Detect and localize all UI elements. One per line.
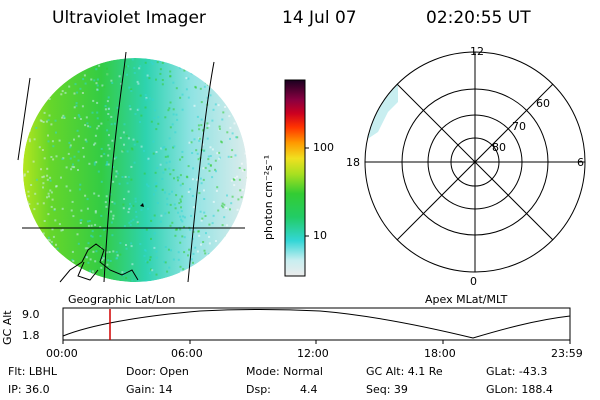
time-label: 02:20:55 UT	[426, 8, 531, 28]
status-mode: Mode: Normal	[246, 365, 323, 378]
colorbar-scale	[284, 79, 306, 277]
x-tick-label: 12:00	[297, 347, 329, 360]
uv-image-panel	[17, 51, 247, 283]
status-filter: Flt: LBHL	[8, 365, 57, 378]
mlt-label-12: 12	[470, 45, 484, 58]
status-gc-alt: GC Alt: 4.1 Re	[366, 365, 443, 378]
polar-plot	[364, 51, 586, 273]
gc-alt-curve	[62, 309, 571, 339]
gc-alt-plot	[62, 307, 571, 344]
x-tick-label: 23:59	[551, 347, 583, 360]
date-label: 14 Jul 07	[282, 8, 357, 28]
colorbar	[284, 79, 309, 277]
status-door: Door: Open	[126, 365, 189, 378]
y-tick-label: 1.8	[22, 329, 40, 342]
colorbar-tick-label: 10	[313, 229, 327, 242]
subsatellite-marker	[140, 203, 144, 207]
status-glon: GLon: 188.4	[486, 383, 553, 396]
meridian-line	[103, 51, 127, 283]
y-tick-label: 9.0	[22, 308, 40, 321]
gc-alt-axis-label: GC Alt	[1, 310, 14, 345]
left-panel-caption: Geographic Lat/Lon	[68, 293, 176, 306]
status-dsp-value: 4.4	[300, 383, 318, 396]
polar-diagonal	[396, 83, 554, 241]
mlt-label-18: 18	[346, 156, 360, 169]
mlat-label-60: 60	[536, 97, 550, 110]
gc-alt-frame	[62, 307, 571, 341]
mlat-label-80: 80	[492, 141, 506, 154]
mlt-label-0: 0	[470, 275, 477, 288]
status-glat: GLat: -43.3	[486, 365, 548, 378]
status-seq: Seq: 39	[366, 383, 408, 396]
x-tick-label: 00:00	[46, 347, 78, 360]
right-panel-caption: Apex MLat/MLT	[425, 293, 508, 306]
colorbar-tick-label: 100	[313, 141, 334, 154]
limb-marker-line	[17, 77, 31, 161]
mlt-label-6: 6	[577, 156, 584, 169]
x-tick-label: 18:00	[424, 347, 456, 360]
status-gain: Gain: 14	[126, 383, 173, 396]
colorbar-unit-label: photon cm⁻²s⁻¹	[262, 154, 275, 240]
uv-earth-disk	[23, 58, 247, 282]
mlat-label-70: 70	[512, 120, 526, 133]
status-ip: IP: 36.0	[8, 383, 50, 396]
meridian-line	[187, 61, 215, 283]
coastline	[59, 243, 139, 283]
status-dsp-label: Dsp:	[246, 383, 271, 396]
polar-emission-patch	[365, 78, 398, 140]
instrument-title: Ultraviolet Imager	[52, 8, 206, 28]
x-tick-label: 06:00	[171, 347, 203, 360]
